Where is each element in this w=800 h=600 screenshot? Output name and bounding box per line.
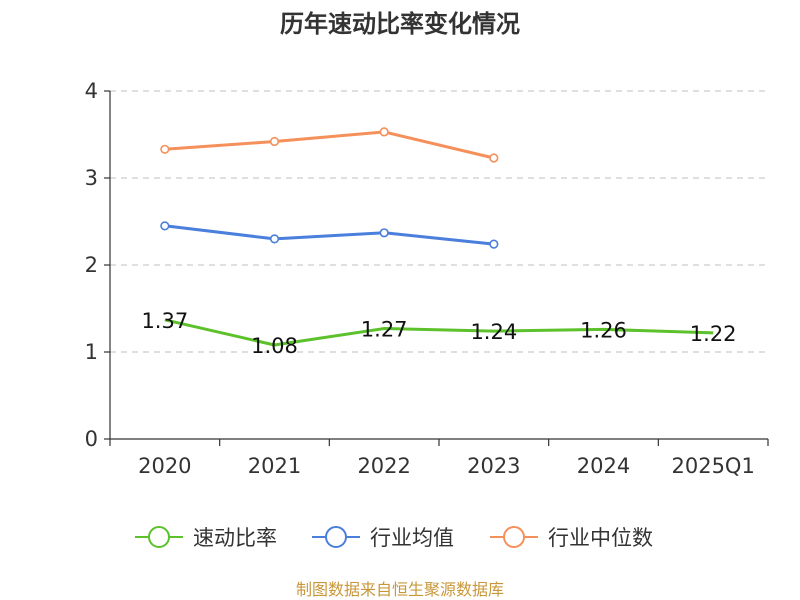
data-point: [160, 221, 170, 231]
legend-item[interactable]: 行业均值: [312, 526, 454, 550]
legend-item[interactable]: 行业中位数: [490, 526, 653, 550]
legend-label: 行业均值: [370, 526, 454, 550]
data-label: 1.22: [690, 322, 737, 346]
y-tick-label: 2: [85, 253, 98, 277]
source-note: 制图数据来自恒生聚源数据库: [296, 580, 504, 599]
legend[interactable]: 速动比率 行业均值 行业中位数: [135, 526, 653, 550]
x-tick-label: 2024: [577, 454, 630, 478]
legend-marker: [503, 526, 525, 548]
legend-label: 速动比率: [193, 526, 277, 550]
data-point: [489, 153, 499, 163]
y-axis: 0 1 2 3 4: [85, 79, 111, 451]
series-line: [164, 318, 714, 347]
grid-lines: [110, 90, 768, 353]
y-tick-label: 3: [85, 166, 98, 190]
chart-title: 历年速动比率变化情况: [280, 10, 520, 38]
x-tick-label: 2025Q1: [671, 454, 754, 478]
x-tick-label: 2023: [467, 454, 520, 478]
data-label: 1.08: [251, 334, 298, 358]
x-tick-label: 2021: [248, 454, 301, 478]
x-tick-label: 2020: [138, 454, 191, 478]
data-label: 1.26: [580, 318, 627, 342]
data-point: [379, 127, 389, 137]
x-tick-label: 2022: [357, 454, 410, 478]
series-line: [164, 130, 495, 160]
legend-item[interactable]: 速动比率: [135, 526, 277, 550]
y-tick-label: 1: [85, 340, 98, 364]
y-tick-label: 0: [85, 427, 98, 451]
data-point: [379, 228, 389, 238]
legend-marker: [325, 526, 347, 548]
data-point: [269, 136, 280, 147]
y-tick-label: 4: [85, 79, 98, 103]
series-line: [164, 224, 494, 246]
data-label: 1.27: [361, 318, 408, 342]
data-point: [269, 234, 280, 244]
legend-marker: [148, 526, 170, 548]
data-label: 1.24: [470, 320, 517, 344]
data-point: [160, 144, 170, 154]
data-point: [489, 239, 499, 249]
legend-label: 行业中位数: [548, 526, 653, 550]
x-axis: 2020 2021 2022 2023 2024 2025Q1: [109, 438, 769, 478]
data-label: 1.37: [141, 309, 188, 333]
series-lines: [160, 127, 714, 347]
data-labels: 1.37 1.08 1.27 1.24 1.26 1.22: [141, 309, 736, 358]
